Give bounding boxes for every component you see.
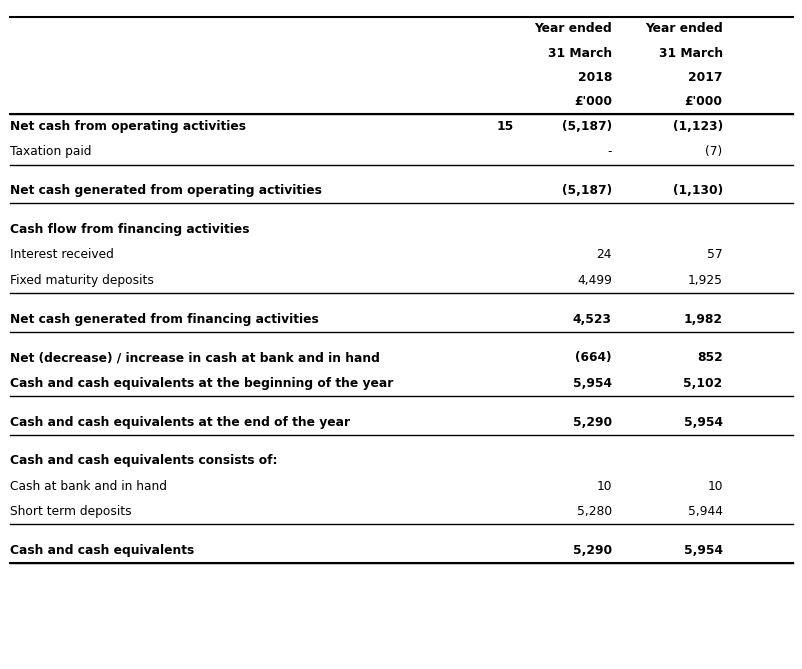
Text: (1,123): (1,123): [672, 120, 722, 133]
Text: Cash and cash equivalents at the end of the year: Cash and cash equivalents at the end of …: [10, 415, 350, 429]
Text: 1,982: 1,982: [683, 312, 722, 326]
Text: 24: 24: [596, 248, 611, 262]
Text: 5,954: 5,954: [572, 377, 611, 390]
Text: Net cash generated from financing activities: Net cash generated from financing activi…: [10, 312, 318, 326]
Text: 5,290: 5,290: [572, 415, 611, 429]
Text: -: -: [606, 145, 611, 159]
Text: 10: 10: [596, 480, 611, 493]
Text: Year ended: Year ended: [644, 22, 722, 35]
Text: 57: 57: [707, 248, 722, 262]
Text: 15: 15: [496, 120, 512, 133]
Text: Cash and cash equivalents at the beginning of the year: Cash and cash equivalents at the beginni…: [10, 377, 392, 390]
Text: £'000: £'000: [684, 95, 722, 108]
Text: Interest received: Interest received: [10, 248, 113, 262]
Text: £'000: £'000: [573, 95, 611, 108]
Text: Taxation paid: Taxation paid: [10, 145, 91, 159]
Text: Year ended: Year ended: [533, 22, 611, 35]
Text: 5,280: 5,280: [576, 505, 611, 518]
Text: Net cash from operating activities: Net cash from operating activities: [10, 120, 245, 133]
Text: 2018: 2018: [577, 71, 611, 84]
Text: (664): (664): [575, 351, 611, 365]
Text: (7): (7): [705, 145, 722, 159]
Text: Cash at bank and in hand: Cash at bank and in hand: [10, 480, 167, 493]
Text: 1,925: 1,925: [687, 274, 722, 287]
Text: 4,523: 4,523: [572, 312, 611, 326]
Text: 10: 10: [707, 480, 722, 493]
Text: 31 March: 31 March: [658, 47, 722, 60]
Text: 5,290: 5,290: [572, 544, 611, 557]
Text: Short term deposits: Short term deposits: [10, 505, 131, 518]
Text: (5,187): (5,187): [561, 120, 611, 133]
Text: (5,187): (5,187): [561, 184, 611, 197]
Text: 31 March: 31 March: [547, 47, 611, 60]
Text: Fixed maturity deposits: Fixed maturity deposits: [10, 274, 153, 287]
Text: 5,954: 5,954: [683, 415, 722, 429]
Text: 852: 852: [696, 351, 722, 365]
Text: Cash flow from financing activities: Cash flow from financing activities: [10, 223, 249, 236]
Text: (1,130): (1,130): [672, 184, 722, 197]
Text: 5,944: 5,944: [687, 505, 722, 518]
Text: Cash and cash equivalents: Cash and cash equivalents: [10, 544, 193, 557]
Text: 5,954: 5,954: [683, 544, 722, 557]
Text: 5,102: 5,102: [683, 377, 722, 390]
Text: Cash and cash equivalents consists of:: Cash and cash equivalents consists of:: [10, 454, 277, 468]
Text: 2017: 2017: [687, 71, 722, 84]
Text: Net cash generated from operating activities: Net cash generated from operating activi…: [10, 184, 321, 197]
Text: 4,499: 4,499: [577, 274, 611, 287]
Text: Net (decrease) / increase in cash at bank and in hand: Net (decrease) / increase in cash at ban…: [10, 351, 379, 365]
